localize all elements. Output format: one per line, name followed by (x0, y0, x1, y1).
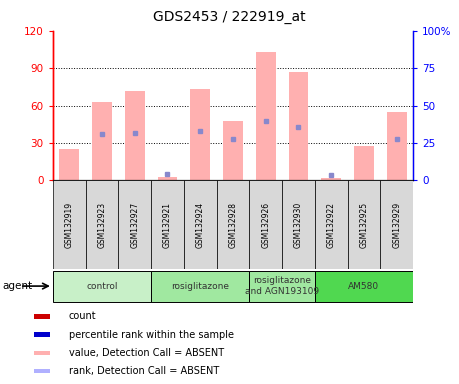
Text: GSM132925: GSM132925 (359, 202, 369, 248)
Bar (315, 180, 347, 269)
Text: GSM132930: GSM132930 (294, 202, 303, 248)
Bar (217, 180, 249, 269)
Text: GDS2453 / 222919_at: GDS2453 / 222919_at (153, 10, 306, 23)
Bar (53, 271, 151, 302)
Bar (59, 149, 79, 180)
Text: GSM132923: GSM132923 (97, 202, 106, 248)
Text: AM580: AM580 (348, 281, 380, 291)
Text: GSM132921: GSM132921 (163, 202, 172, 248)
Bar (289, 72, 308, 180)
Bar (249, 180, 282, 269)
Text: GSM132919: GSM132919 (65, 202, 73, 248)
Text: GSM132922: GSM132922 (327, 202, 336, 248)
Bar (347, 180, 381, 269)
Text: GSM132924: GSM132924 (196, 202, 205, 248)
Bar (381, 180, 413, 269)
Bar (85, 180, 118, 269)
Text: GSM132927: GSM132927 (130, 202, 139, 248)
Bar (387, 112, 407, 180)
Text: control: control (86, 281, 118, 291)
Text: rosiglitazone: rosiglitazone (171, 281, 229, 291)
Bar (34, 314, 50, 318)
Text: GSM132928: GSM132928 (229, 202, 237, 248)
Bar (184, 180, 217, 269)
Text: agent: agent (2, 281, 33, 291)
Bar (53, 180, 85, 269)
Bar (354, 146, 374, 180)
Bar (34, 369, 50, 373)
Bar (315, 271, 413, 302)
Bar (151, 180, 184, 269)
Bar (190, 89, 210, 180)
Text: rosiglitazone
and AGN193109: rosiglitazone and AGN193109 (245, 276, 319, 296)
Bar (34, 351, 50, 355)
Bar (118, 180, 151, 269)
Bar (249, 271, 315, 302)
Bar (223, 121, 243, 180)
Bar (125, 91, 145, 180)
Bar (34, 333, 50, 337)
Text: GSM132926: GSM132926 (261, 202, 270, 248)
Bar (256, 52, 275, 180)
Text: count: count (69, 311, 96, 321)
Bar (151, 271, 249, 302)
Text: GSM132929: GSM132929 (392, 202, 401, 248)
Bar (282, 180, 315, 269)
Bar (321, 178, 341, 180)
Text: rank, Detection Call = ABSENT: rank, Detection Call = ABSENT (69, 366, 219, 376)
Bar (157, 177, 177, 180)
Text: value, Detection Call = ABSENT: value, Detection Call = ABSENT (69, 348, 224, 358)
Bar (92, 102, 112, 180)
Text: percentile rank within the sample: percentile rank within the sample (69, 329, 234, 339)
